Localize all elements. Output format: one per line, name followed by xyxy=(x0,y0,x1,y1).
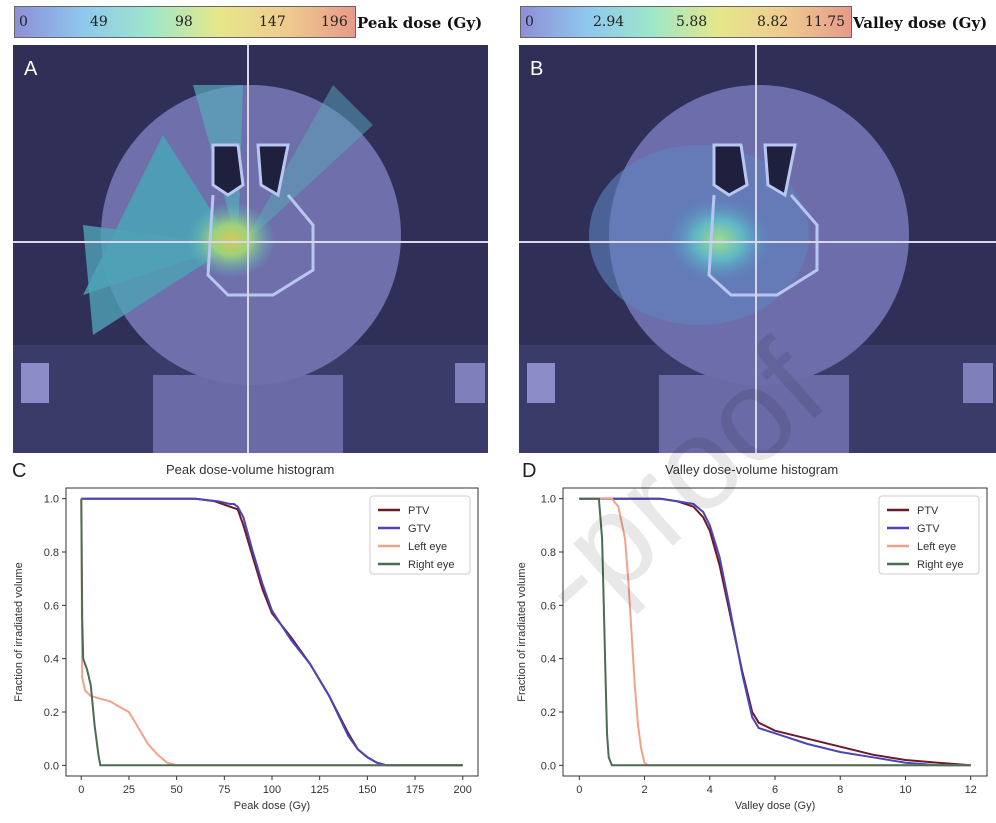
legend-entry: PTV xyxy=(917,505,939,517)
chart-c-title: Peak dose-volume histogram xyxy=(166,462,335,477)
x-axis-label: Peak dose (Gy) xyxy=(234,800,310,812)
valley-colorbar-tick: 0 xyxy=(525,14,534,30)
legend-entry: Right eye xyxy=(408,559,454,571)
valley-colorbar-tick: 5.88 xyxy=(676,14,708,30)
panel-label-c: C xyxy=(12,460,27,482)
x-tick-label: 0 xyxy=(576,784,582,796)
valley-dose-map-image xyxy=(519,45,996,453)
peak-colorbar-tick: 196 xyxy=(321,14,348,30)
legend-entry: Right eye xyxy=(917,559,963,571)
y-axis-label: Fraction of irradiated volume xyxy=(516,562,528,701)
series-line-right-eye xyxy=(80,498,463,767)
x-tick-label: 200 xyxy=(454,784,472,796)
x-tick-label: 50 xyxy=(171,784,183,796)
x-tick-label: 150 xyxy=(358,784,376,796)
x-tick-label: 175 xyxy=(406,784,424,796)
valley-colorbar: 0 2.94 5.88 8.82 11.75 xyxy=(520,6,852,38)
x-tick-label: 8 xyxy=(837,784,843,796)
series-line-right-eye xyxy=(579,497,971,767)
legend-entry: GTV xyxy=(917,523,940,535)
y-tick-label: 1.0 xyxy=(44,494,59,506)
peak-colorbar-tick: 0 xyxy=(19,14,28,30)
y-tick-label: 0.4 xyxy=(44,654,59,666)
legend-box xyxy=(878,495,980,575)
legend-entry: Left eye xyxy=(917,541,956,553)
x-tick-label: 6 xyxy=(772,784,778,796)
peak-colorbar-tick: 98 xyxy=(175,14,193,30)
y-tick-label: 0.0 xyxy=(541,760,556,772)
legend-entry: Left eye xyxy=(408,541,447,553)
x-tick-label: 100 xyxy=(263,784,281,796)
x-tick-label: 10 xyxy=(899,784,911,796)
x-tick-label: 12 xyxy=(965,784,977,796)
y-axis-label: Fraction of irradiated volume xyxy=(13,562,25,701)
valley-dvh-chart: 0 2 4 6 8 10 12 0.0 0.2 0.4 0.6 0.8 1.0 Valley dose (… xyxy=(516,487,988,812)
x-tick-label: 2 xyxy=(641,784,647,796)
y-tick-label: 0.8 xyxy=(44,547,59,559)
peak-colorbar-tick: 147 xyxy=(259,14,286,30)
series-line-left-eye xyxy=(579,497,971,767)
x-tick-label: 75 xyxy=(218,784,230,796)
chart-d-title: Valley dose-volume histogram xyxy=(665,462,839,477)
y-tick-label: 0.6 xyxy=(541,600,556,612)
legend-entry: PTV xyxy=(408,505,430,517)
peak-colorbar: 0 49 98 147 196 xyxy=(14,6,356,38)
y-tick-label: 0.6 xyxy=(44,600,59,612)
series-line-gtv xyxy=(81,497,463,767)
legend-box xyxy=(369,495,471,575)
y-tick-label: 0.0 xyxy=(44,760,59,772)
peak-colorbar-title: Peak dose (Gy) xyxy=(357,14,483,32)
y-tick-label: 0.8 xyxy=(541,547,556,559)
peak-dvh-chart: 0 25 50 75 100 125 150 175 200 0.0 0.2 0.4 0.6 0.8 1.0… xyxy=(13,487,479,812)
x-tick-label: 25 xyxy=(123,784,135,796)
legend-entry: GTV xyxy=(408,523,431,535)
panel-label-a: A xyxy=(24,58,38,80)
series-line-left-eye xyxy=(80,498,463,767)
valley-colorbar-tick: 8.82 xyxy=(757,14,789,30)
peak-colorbar-tick: 49 xyxy=(90,14,108,30)
y-tick-label: 0.4 xyxy=(541,654,556,666)
y-tick-label: 0.2 xyxy=(44,707,59,719)
x-tick-label: 4 xyxy=(707,784,713,796)
y-tick-label: 1.0 xyxy=(541,494,556,506)
x-tick-label: 0 xyxy=(78,784,84,796)
valley-colorbar-tick: 2.94 xyxy=(593,14,625,30)
x-axis-label: Valley dose (Gy) xyxy=(735,800,816,812)
peak-dose-map-image xyxy=(13,45,488,453)
panel-label-b: B xyxy=(530,58,544,80)
valley-colorbar-title: Valley dose (Gy) xyxy=(853,14,988,32)
panel-label-d: D xyxy=(522,460,537,482)
y-tick-label: 0.2 xyxy=(541,707,556,719)
series-line-gtv xyxy=(579,497,971,767)
x-tick-label: 125 xyxy=(311,784,329,796)
valley-colorbar-tick: 11.75 xyxy=(805,14,846,30)
